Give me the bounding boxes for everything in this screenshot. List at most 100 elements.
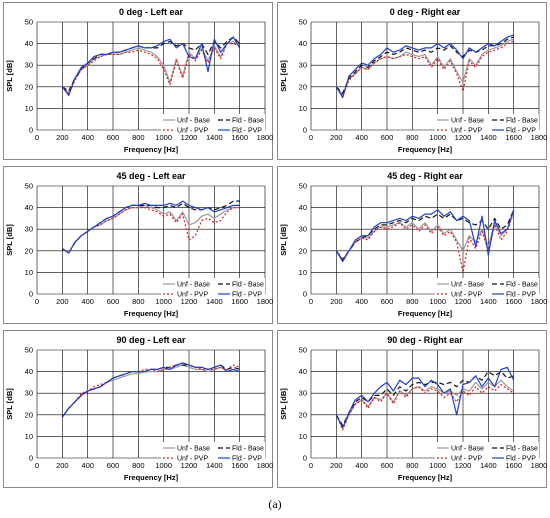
y-tick-label: 40 — [25, 367, 33, 376]
chart-title: 0 deg - Right ear — [390, 7, 461, 17]
x-tick-label: 400 — [355, 297, 368, 306]
y-tick-label: 40 — [299, 367, 307, 376]
series-line-fld-pvp — [335, 366, 515, 429]
series-line-fld-base — [61, 36, 241, 92]
x-tick-label: 1600 — [505, 461, 522, 470]
x-tick-label: 0 — [35, 461, 39, 470]
legend-label: Unf - Base — [177, 118, 210, 125]
x-tick-label: 1400 — [480, 461, 497, 470]
x-tick-label: 1000 — [155, 133, 172, 142]
y-tick-label: 30 — [299, 61, 307, 70]
x-tick-label: 1400 — [206, 133, 223, 142]
series-line-unf-pvp — [335, 211, 515, 273]
chart-title: 45 deg - Left ear — [116, 171, 186, 181]
y-tick-label: 10 — [25, 268, 33, 277]
x-tick-label: 0 — [309, 297, 313, 306]
y-tick-label: 20 — [25, 246, 33, 255]
x-axis-label: Frequency [Hz] — [124, 473, 179, 482]
chart-title: 90 deg - Left ear — [116, 335, 186, 345]
x-tick-label: 1800 — [531, 133, 548, 142]
figure-caption: (a) — [268, 497, 282, 511]
x-axis-label: Frequency [Hz] — [124, 309, 179, 318]
x-tick-label: 1400 — [480, 297, 497, 306]
series-line-unf-pvp — [61, 207, 240, 254]
y-tick-label: 30 — [25, 389, 33, 398]
x-tick-label: 1800 — [531, 461, 548, 470]
x-tick-label: 600 — [381, 133, 394, 142]
series-line-unf-pvp — [335, 384, 515, 431]
y-tick-label: 10 — [299, 104, 307, 113]
y-tick-label: 50 — [25, 18, 33, 27]
x-tick-label: 200 — [330, 461, 343, 470]
x-tick-label: 200 — [330, 297, 343, 306]
series-line-fld-pvp — [61, 200, 240, 254]
legend-label: Unf - PVP — [451, 292, 482, 299]
x-tick-label: 200 — [330, 133, 343, 142]
legend-label: Fld - PVP — [232, 292, 262, 299]
legend-label: Unf - Base — [451, 446, 484, 453]
y-tick-label: 10 — [299, 432, 307, 441]
legend-label: Fld - PVP — [232, 128, 262, 135]
legend-label: Unf - PVP — [177, 456, 208, 463]
series-line-unf-base — [61, 40, 241, 94]
x-tick-label: 1000 — [429, 133, 446, 142]
y-tick-label: 10 — [25, 104, 33, 113]
x-tick-label: 1400 — [206, 461, 223, 470]
x-tick-label: 1600 — [505, 133, 522, 142]
y-tick-label: 30 — [299, 225, 307, 234]
series-line-fld-pvp — [335, 209, 515, 263]
x-tick-label: 0 — [309, 461, 313, 470]
x-tick-label: 1600 — [231, 297, 248, 306]
series-line-unf-pvp — [335, 40, 514, 97]
x-tick-label: 0 — [309, 133, 313, 142]
legend-label: Fld - Base — [232, 118, 264, 125]
legend-box — [161, 442, 265, 462]
x-tick-label: 400 — [355, 133, 368, 142]
legend-label: Unf - Base — [451, 118, 484, 125]
x-tick-label: 1000 — [155, 297, 172, 306]
legend-label: Unf - PVP — [451, 456, 482, 463]
x-tick-label: 600 — [107, 461, 120, 470]
legend-label: Unf - Base — [177, 446, 210, 453]
y-axis-label: SPL [dB] — [279, 224, 288, 256]
x-tick-label: 1200 — [181, 297, 198, 306]
y-tick-label: 40 — [25, 39, 33, 48]
legend-label: Fld - PVP — [506, 128, 536, 135]
x-axis-label: Frequency [Hz] — [398, 145, 453, 154]
x-tick-label: 1400 — [206, 297, 223, 306]
x-tick-label: 1600 — [231, 133, 248, 142]
x-tick-label: 200 — [56, 297, 69, 306]
legend-label: Unf - PVP — [451, 128, 482, 135]
chart-title: 0 deg - Left ear — [119, 7, 184, 17]
legend-box — [161, 114, 265, 134]
x-tick-label: 1800 — [257, 297, 274, 306]
y-tick-label: 30 — [25, 225, 33, 234]
y-tick-label: 0 — [303, 290, 307, 299]
x-tick-label: 200 — [56, 133, 69, 142]
x-tick-label: 1000 — [429, 461, 446, 470]
x-tick-label: 600 — [381, 297, 394, 306]
legend-label: Unf - PVP — [177, 128, 208, 135]
legend-box — [435, 442, 539, 462]
x-tick-label: 800 — [406, 461, 419, 470]
x-tick-label: 1200 — [181, 133, 198, 142]
x-axis-label: Frequency [Hz] — [398, 309, 453, 318]
x-tick-label: 1200 — [455, 297, 472, 306]
x-tick-label: 0 — [35, 297, 39, 306]
series-line-fld-base — [335, 209, 515, 260]
x-tick-label: 1800 — [257, 461, 274, 470]
chart-title: 90 deg - Right ear — [387, 335, 463, 345]
x-tick-label: 800 — [132, 297, 145, 306]
y-tick-label: 0 — [29, 454, 33, 463]
y-axis-label: SPL [dB] — [279, 388, 288, 420]
x-tick-label: 600 — [381, 461, 394, 470]
x-tick-label: 1400 — [480, 133, 497, 142]
x-tick-label: 1800 — [531, 297, 548, 306]
y-tick-label: 20 — [299, 246, 307, 255]
x-tick-label: 1200 — [455, 461, 472, 470]
x-tick-label: 200 — [56, 461, 69, 470]
